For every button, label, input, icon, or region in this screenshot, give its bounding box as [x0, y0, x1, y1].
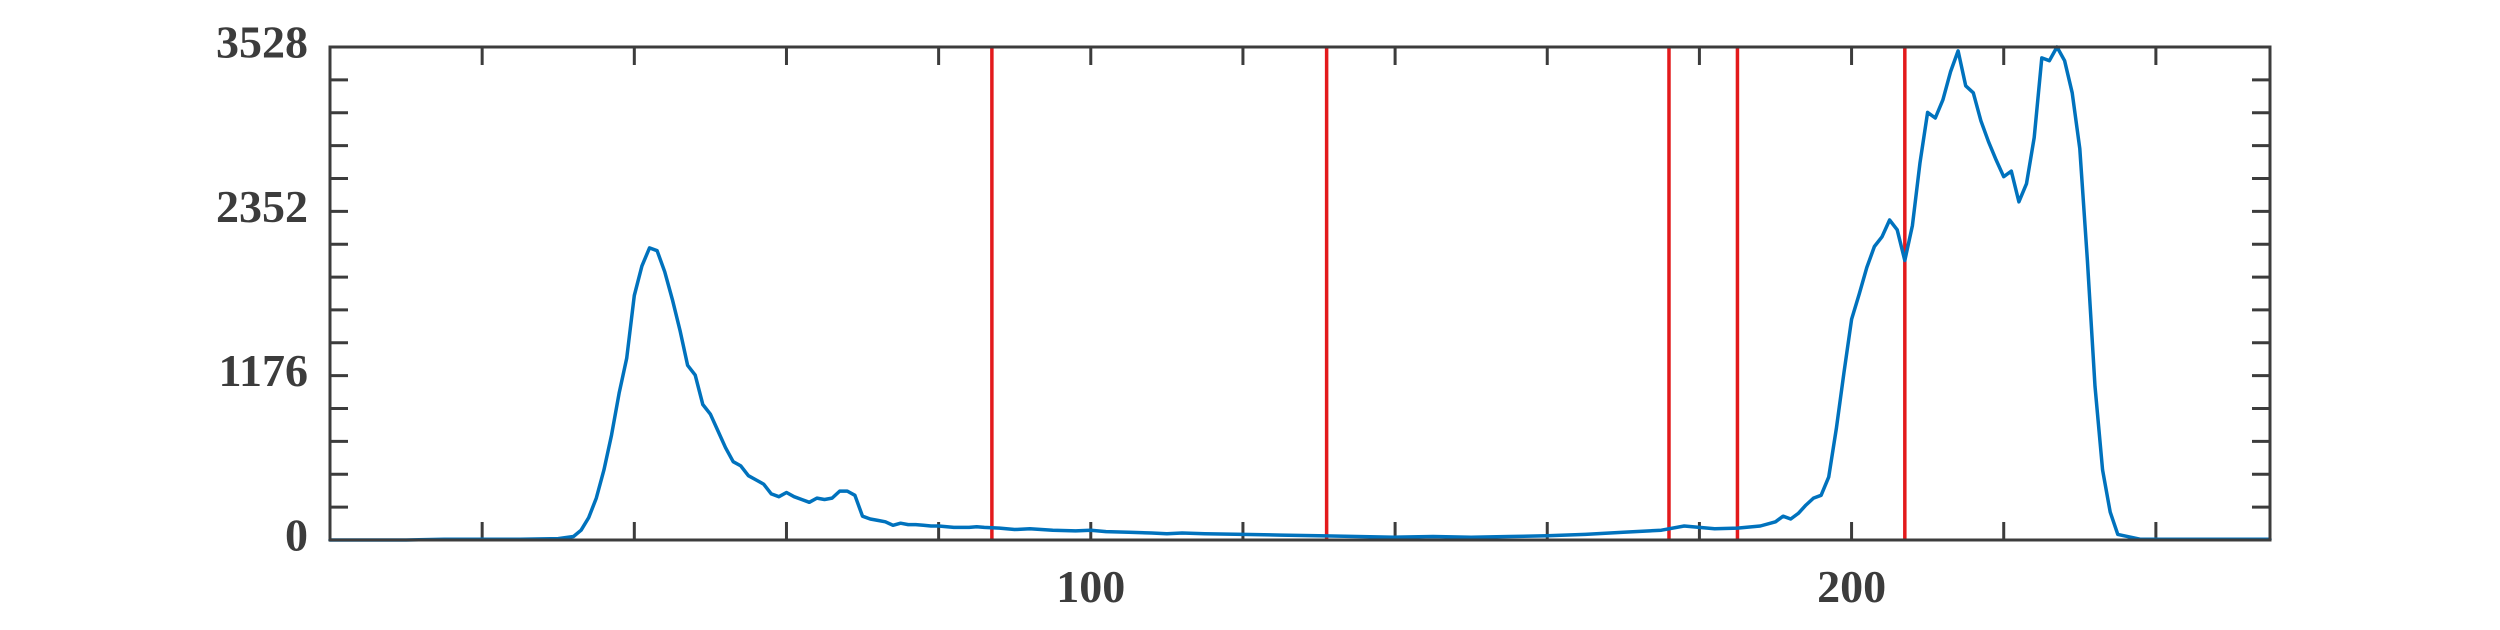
series-layer — [328, 45, 2272, 542]
tick-labels: 0 1176 2352 3528 100 200 — [216, 17, 1886, 612]
y-tick-label: 1176 — [219, 345, 308, 396]
series-line — [328, 45, 2272, 542]
y-tick-label: 2352 — [216, 181, 308, 232]
y-tick-label: 0 — [285, 510, 308, 561]
x-tick-label: 200 — [1817, 561, 1886, 612]
axis-ticks — [330, 45, 2270, 542]
vertical-markers — [990, 47, 1907, 540]
plot-frame — [328, 45, 2272, 542]
x-tick-label: 100 — [1056, 561, 1125, 612]
y-tick-label: 3528 — [216, 17, 308, 68]
